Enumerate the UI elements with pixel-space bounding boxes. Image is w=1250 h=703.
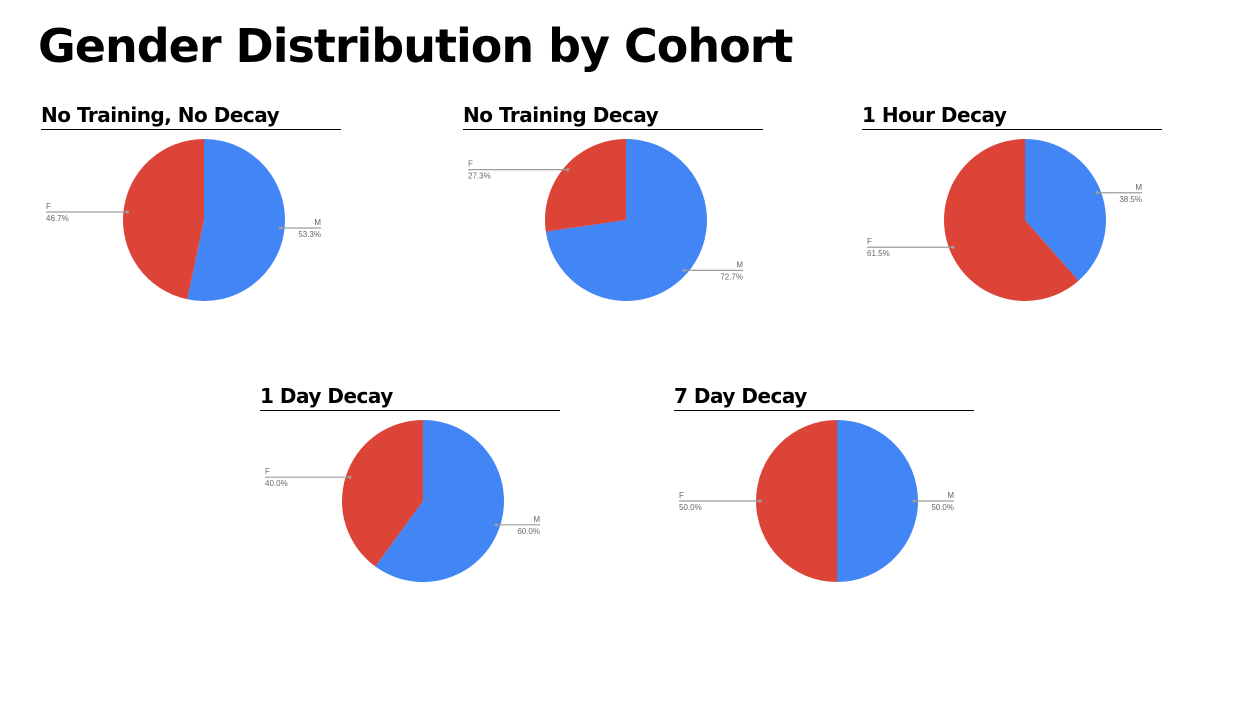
slice-percent: 40.0% [265,479,288,488]
slice-percent: 38.5% [1119,195,1142,204]
leader-dot [951,245,955,249]
leader-dot [494,523,498,527]
pie-chart: M 50.0% F 50.0% [679,420,954,582]
slice-label: M [1135,183,1142,192]
pie-slice-f [944,139,1079,301]
leader-dot [1095,191,1099,195]
pie-chart: M 53.3% F 46.7% [46,139,321,301]
chart-title: 1 Day Decay [260,383,560,411]
slice-percent: 53.3% [298,230,321,239]
pie-slice-m [375,420,504,582]
slice-percent: 60.0% [517,527,540,536]
leader-dot [348,475,352,479]
leader-dot [912,499,916,503]
slice-percent: 50.0% [931,503,954,512]
slice-percent: 27.3% [468,172,491,181]
slice-label: M [314,218,321,227]
leader-dot [566,168,570,172]
slice-label: M [947,491,954,500]
chart-title: No Training, No Decay [41,102,341,130]
leader-dot [682,268,686,272]
slice-percent: 50.0% [679,503,702,512]
chart-title: 1 Hour Decay [862,102,1162,130]
pie-chart: M 38.5% F 61.5% [867,139,1142,301]
leader-dot [758,499,762,503]
chart-panel-no-training-no-decay: No Training, No Decay M 53.3% F 46.7% [41,102,341,302]
slice-label: F [867,237,872,246]
slice-label: M [736,260,743,269]
chart-panel-1-hour-decay: 1 Hour Decay M 38.5% F 61.5% [862,102,1162,302]
chart-panel-no-training-decay: No Training Decay M 72.7% F 27.3% [463,102,763,302]
pie-slice-f [122,139,204,300]
leader-dot [278,226,283,230]
pie-slice-f [342,420,423,567]
slice-label: F [265,467,270,476]
slice-label: F [468,160,473,169]
chart-panel-1-day-decay: 1 Day Decay M 60.0% F 40.0% [260,383,560,583]
pie-slice-m [545,139,707,301]
chart-title: 7 Day Decay [674,383,974,411]
pie-slice-m [837,420,918,582]
pie-slice-m [187,139,285,301]
page-title: Gender Distribution by Cohort [38,19,793,73]
pie-slice-f [756,420,837,582]
pie-chart: M 72.7% F 27.3% [468,139,743,301]
slice-label: F [679,491,684,500]
slice-percent: 46.7% [46,214,69,223]
slice-percent: 61.5% [867,249,890,258]
chart-panel-7-day-decay: 7 Day Decay M 50.0% F 50.0% [674,383,974,583]
slice-percent: 72.7% [720,272,743,281]
pie-slice-f [545,139,626,232]
chart-title: No Training Decay [463,102,763,130]
pie-chart: M 60.0% F 40.0% [265,420,540,582]
leader-dot [125,210,130,214]
slice-label: F [46,202,51,211]
slice-label: M [533,515,540,524]
pie-slice-m [1025,139,1106,281]
